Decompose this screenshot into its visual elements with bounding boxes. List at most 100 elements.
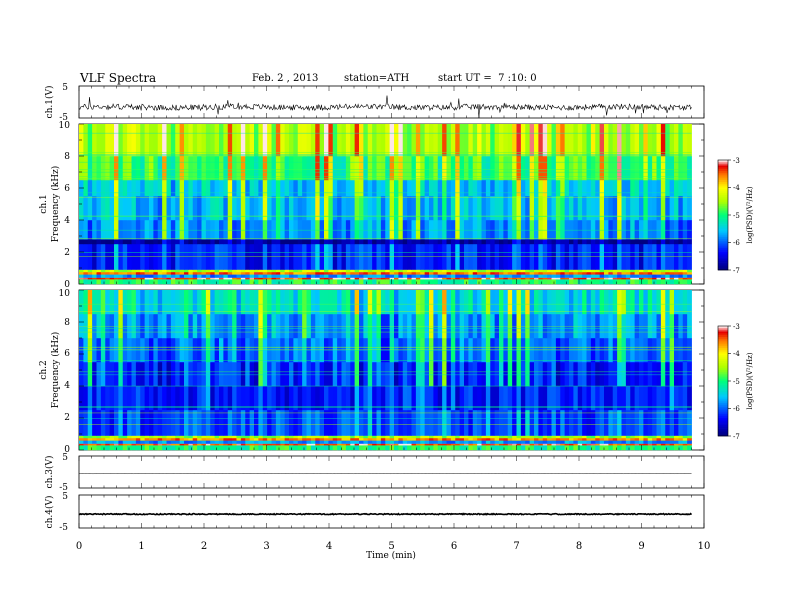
spectrogram-cell <box>678 156 684 181</box>
spectrogram-cell <box>494 386 500 411</box>
spectrogram-cell <box>538 445 544 451</box>
spectrogram-cell <box>455 443 461 446</box>
spectrogram-cell <box>582 272 587 275</box>
spectrogram-cell <box>328 279 334 285</box>
spectrogram-cell <box>245 269 251 273</box>
spectrogram-cell <box>582 180 587 197</box>
spectrogram-cell <box>131 277 137 280</box>
spectrogram-cell <box>197 443 202 446</box>
spectrogram-cell <box>599 386 605 411</box>
spectrogram-cell <box>647 279 653 285</box>
spectrogram-cell <box>407 410 412 436</box>
spectrogram-cell <box>267 279 272 285</box>
spectrogram-cell <box>262 314 268 339</box>
spectrogram-cell <box>647 435 653 439</box>
spectrogram-cell <box>350 180 356 197</box>
spectrogram-cell <box>96 279 102 285</box>
spectrogram-cell <box>459 386 465 411</box>
spectrogram-cell <box>555 272 561 275</box>
spectrogram-cell <box>560 435 566 439</box>
spectrogram-cell <box>319 180 325 197</box>
colorbar-step <box>718 423 728 426</box>
spectrogram-cell <box>337 445 342 451</box>
spectrogram-cell <box>337 124 342 157</box>
spectrogram-cell <box>162 435 167 439</box>
spectrogram-cell <box>232 443 237 446</box>
spectrogram-cell <box>437 386 443 411</box>
spectrogram-cell <box>595 362 601 387</box>
spectrogram-cell <box>634 386 640 411</box>
spectrogram-cell <box>341 410 347 436</box>
spectrogram-cell <box>122 443 128 446</box>
spectrogram-cell <box>359 277 364 280</box>
spectrogram-cell <box>516 438 522 441</box>
spectrogram-cell <box>280 435 286 439</box>
spectrogram-cell <box>380 220 386 240</box>
spectrogram-cell <box>437 220 443 240</box>
spectrogram-cell <box>446 124 452 157</box>
spectrogram-cell <box>149 443 154 446</box>
spectrogram-cell <box>608 277 614 280</box>
spectrogram-cell <box>507 445 513 451</box>
spectrogram-cell <box>170 386 176 411</box>
spectrogram-cell <box>569 124 574 157</box>
xtick-6: 6 <box>451 541 457 552</box>
spectrogram-cell <box>109 156 115 181</box>
spectrogram-cell <box>92 290 97 315</box>
spectrogram-cell <box>394 196 399 221</box>
spectrogram-cell <box>630 272 636 275</box>
colorbar-step <box>718 260 728 263</box>
spectrogram-cell <box>525 386 531 411</box>
spectrogram-cell <box>372 274 377 278</box>
spectrogram-cell <box>499 386 504 411</box>
spectrogram-cell <box>153 440 159 444</box>
spectrogram-cell <box>415 272 421 275</box>
spectrogram-cell <box>232 220 237 240</box>
spectrogram-cell <box>332 272 338 275</box>
spectrogram-cell <box>599 410 605 436</box>
spectrogram-cell <box>258 443 264 446</box>
spectrogram-cell <box>350 272 356 275</box>
spectrogram-cell <box>647 410 653 436</box>
xtick-4: 4 <box>326 541 332 552</box>
spectrogram-cell <box>437 156 443 181</box>
spectrogram-cell <box>590 435 596 439</box>
spectrogram-cell <box>240 314 246 339</box>
spectrogram-cell <box>577 338 583 363</box>
spectrogram-cell <box>590 274 596 278</box>
spectrogram-cell <box>87 443 93 446</box>
colorbar-step <box>718 178 728 181</box>
spectrogram-cell <box>455 279 461 285</box>
spectrogram-cell <box>389 196 395 221</box>
spectrogram-cell <box>197 220 202 240</box>
spectrogram-cell <box>114 269 119 273</box>
spectrogram-cell <box>621 438 627 441</box>
spectrogram-cell <box>472 180 478 197</box>
spectrogram-cell <box>590 314 596 339</box>
spectrogram-cell <box>472 445 478 451</box>
spectrogram-cell <box>429 362 434 387</box>
spectrogram-cell <box>275 239 281 245</box>
spectrogram-cell <box>542 443 548 446</box>
ch2-cbtick-m3: -3 <box>733 323 740 331</box>
spectrogram-cell <box>608 124 614 157</box>
spectrogram-cell <box>170 443 176 446</box>
spectrogram-cell <box>577 410 583 436</box>
spectrogram-cell <box>665 239 671 245</box>
spectrogram-cell <box>468 220 474 240</box>
spectrogram-cell <box>118 443 124 446</box>
spectrogram-cell <box>210 180 216 197</box>
spectrogram-cell <box>367 438 373 441</box>
spectrogram-cell <box>625 277 631 280</box>
spectrogram-cell <box>529 277 535 280</box>
spectrogram-cell <box>529 445 535 451</box>
spectrogram-cell <box>258 272 264 275</box>
ch1-ytick-2: 2 <box>64 248 70 258</box>
spectrogram-cell <box>83 124 89 157</box>
spectrogram-cell <box>503 438 509 441</box>
spectrogram-cell <box>420 239 426 245</box>
spectrogram-cell <box>262 440 268 444</box>
spectrogram-cell <box>162 269 167 273</box>
spectrogram-cell <box>582 440 587 444</box>
spectrogram-cell <box>485 196 491 221</box>
